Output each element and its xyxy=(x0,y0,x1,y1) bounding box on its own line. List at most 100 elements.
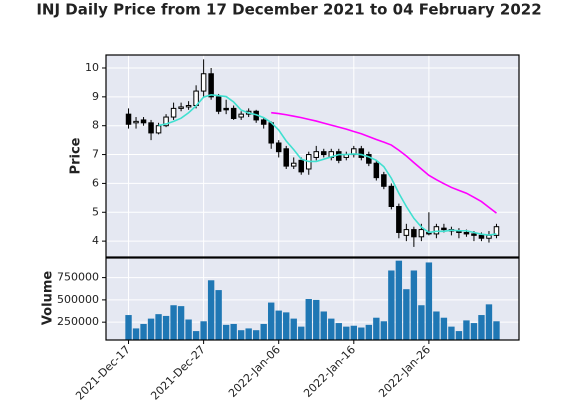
x-tick-label: 2021-Dec-17 xyxy=(73,343,133,403)
y-tick-label: 10 xyxy=(85,61,99,74)
volume-bar xyxy=(403,289,410,340)
candle-body xyxy=(381,174,387,187)
volume-bar xyxy=(140,323,147,340)
y-tick-label: 7 xyxy=(92,148,99,161)
candle-body xyxy=(185,105,192,108)
candle-body xyxy=(336,151,342,161)
y-tick-label: 6 xyxy=(92,176,99,189)
candle-body xyxy=(260,119,267,125)
volume-bar xyxy=(433,311,440,340)
volume-bar xyxy=(418,305,425,340)
volume-bar xyxy=(358,327,365,340)
volume-bar xyxy=(320,311,327,340)
candle-body xyxy=(388,185,395,208)
candle-body xyxy=(223,107,229,111)
volume-bar xyxy=(305,299,312,340)
candle-body xyxy=(321,151,327,156)
plot-frame xyxy=(105,54,520,258)
candle-body xyxy=(283,148,289,167)
y-tick-label: 9 xyxy=(92,90,99,103)
volume-bar xyxy=(283,312,290,340)
volume-bar xyxy=(170,305,177,340)
volume-bar xyxy=(440,317,448,340)
candle-body xyxy=(268,122,274,144)
candle-body xyxy=(463,231,470,235)
candle-body xyxy=(215,96,222,112)
candle-body xyxy=(433,226,440,235)
candle-body xyxy=(358,148,365,158)
volume-bar xyxy=(350,325,357,340)
volume-bar xyxy=(328,318,335,340)
volume-bar xyxy=(335,323,342,340)
volume-bar xyxy=(298,326,305,340)
volume-bar xyxy=(410,270,418,340)
volume-bar xyxy=(448,326,455,340)
x-tick-label: 2022-Jan-06 xyxy=(226,343,283,400)
volume-bar xyxy=(455,331,463,340)
candle-body xyxy=(148,122,154,134)
candle-body xyxy=(298,159,304,173)
volume-bar xyxy=(185,319,192,340)
y-axis-label: Volume xyxy=(41,271,56,326)
volume-bar xyxy=(192,331,200,340)
volume-bar xyxy=(125,315,132,340)
volume-bar xyxy=(478,315,485,340)
y-tick-label: 4 xyxy=(92,234,99,247)
volume-bar xyxy=(275,310,282,340)
y-tick-label: 500000 xyxy=(57,293,99,306)
volume-bar xyxy=(373,317,380,340)
volume-bar xyxy=(200,321,207,340)
volume-bar xyxy=(155,314,162,340)
volume-bar xyxy=(268,302,275,340)
x-tick-label: 2022-Jan-26 xyxy=(376,343,433,400)
volume-bar xyxy=(215,290,222,340)
moving-average-line xyxy=(271,111,497,214)
candle-body xyxy=(230,107,237,119)
candle-body xyxy=(200,73,207,92)
candle-body xyxy=(155,125,162,134)
candle-body xyxy=(178,106,184,109)
candle-body xyxy=(411,229,417,238)
candle-body xyxy=(133,120,139,124)
candle-body xyxy=(208,73,214,98)
candle-body xyxy=(275,142,282,153)
candle-body xyxy=(441,227,447,231)
y-tick-label: 750000 xyxy=(57,271,99,284)
candle-body xyxy=(125,113,132,125)
volume-bar xyxy=(380,321,388,340)
candle-body xyxy=(238,113,244,118)
volume-bar xyxy=(395,260,403,340)
volume-bar xyxy=(425,262,433,340)
volume-bar xyxy=(177,306,185,340)
candle-body xyxy=(313,151,320,158)
moving-average-line xyxy=(158,94,497,236)
candle-body xyxy=(366,154,372,164)
y-tick-label: 5 xyxy=(92,205,99,218)
candle-body xyxy=(493,226,500,236)
volume-bar xyxy=(132,328,140,340)
volume-bar xyxy=(147,318,155,340)
y-axis-label: Price xyxy=(69,137,84,174)
candle-body xyxy=(140,119,147,124)
plot-frame xyxy=(105,257,520,341)
volume-bar xyxy=(237,330,245,340)
candle-body xyxy=(478,234,485,239)
candle-body xyxy=(471,233,477,236)
volume-bar xyxy=(313,299,320,340)
volume-bar xyxy=(343,326,350,340)
x-tick-label: 2021-Dec-27 xyxy=(148,343,208,403)
volume-bar xyxy=(245,328,252,340)
candle-body xyxy=(163,116,169,127)
volume-bar xyxy=(162,315,170,340)
candle-body xyxy=(403,229,410,236)
candle-body xyxy=(373,162,380,179)
volume-bar xyxy=(207,280,215,340)
plot-area xyxy=(106,55,519,257)
candle-body xyxy=(396,206,402,233)
volume-bar xyxy=(260,323,267,340)
volume-bar xyxy=(493,321,500,340)
candle-body xyxy=(418,229,425,238)
x-tick-label: 2022-Jan-16 xyxy=(301,343,358,400)
volume-bar xyxy=(222,324,230,340)
